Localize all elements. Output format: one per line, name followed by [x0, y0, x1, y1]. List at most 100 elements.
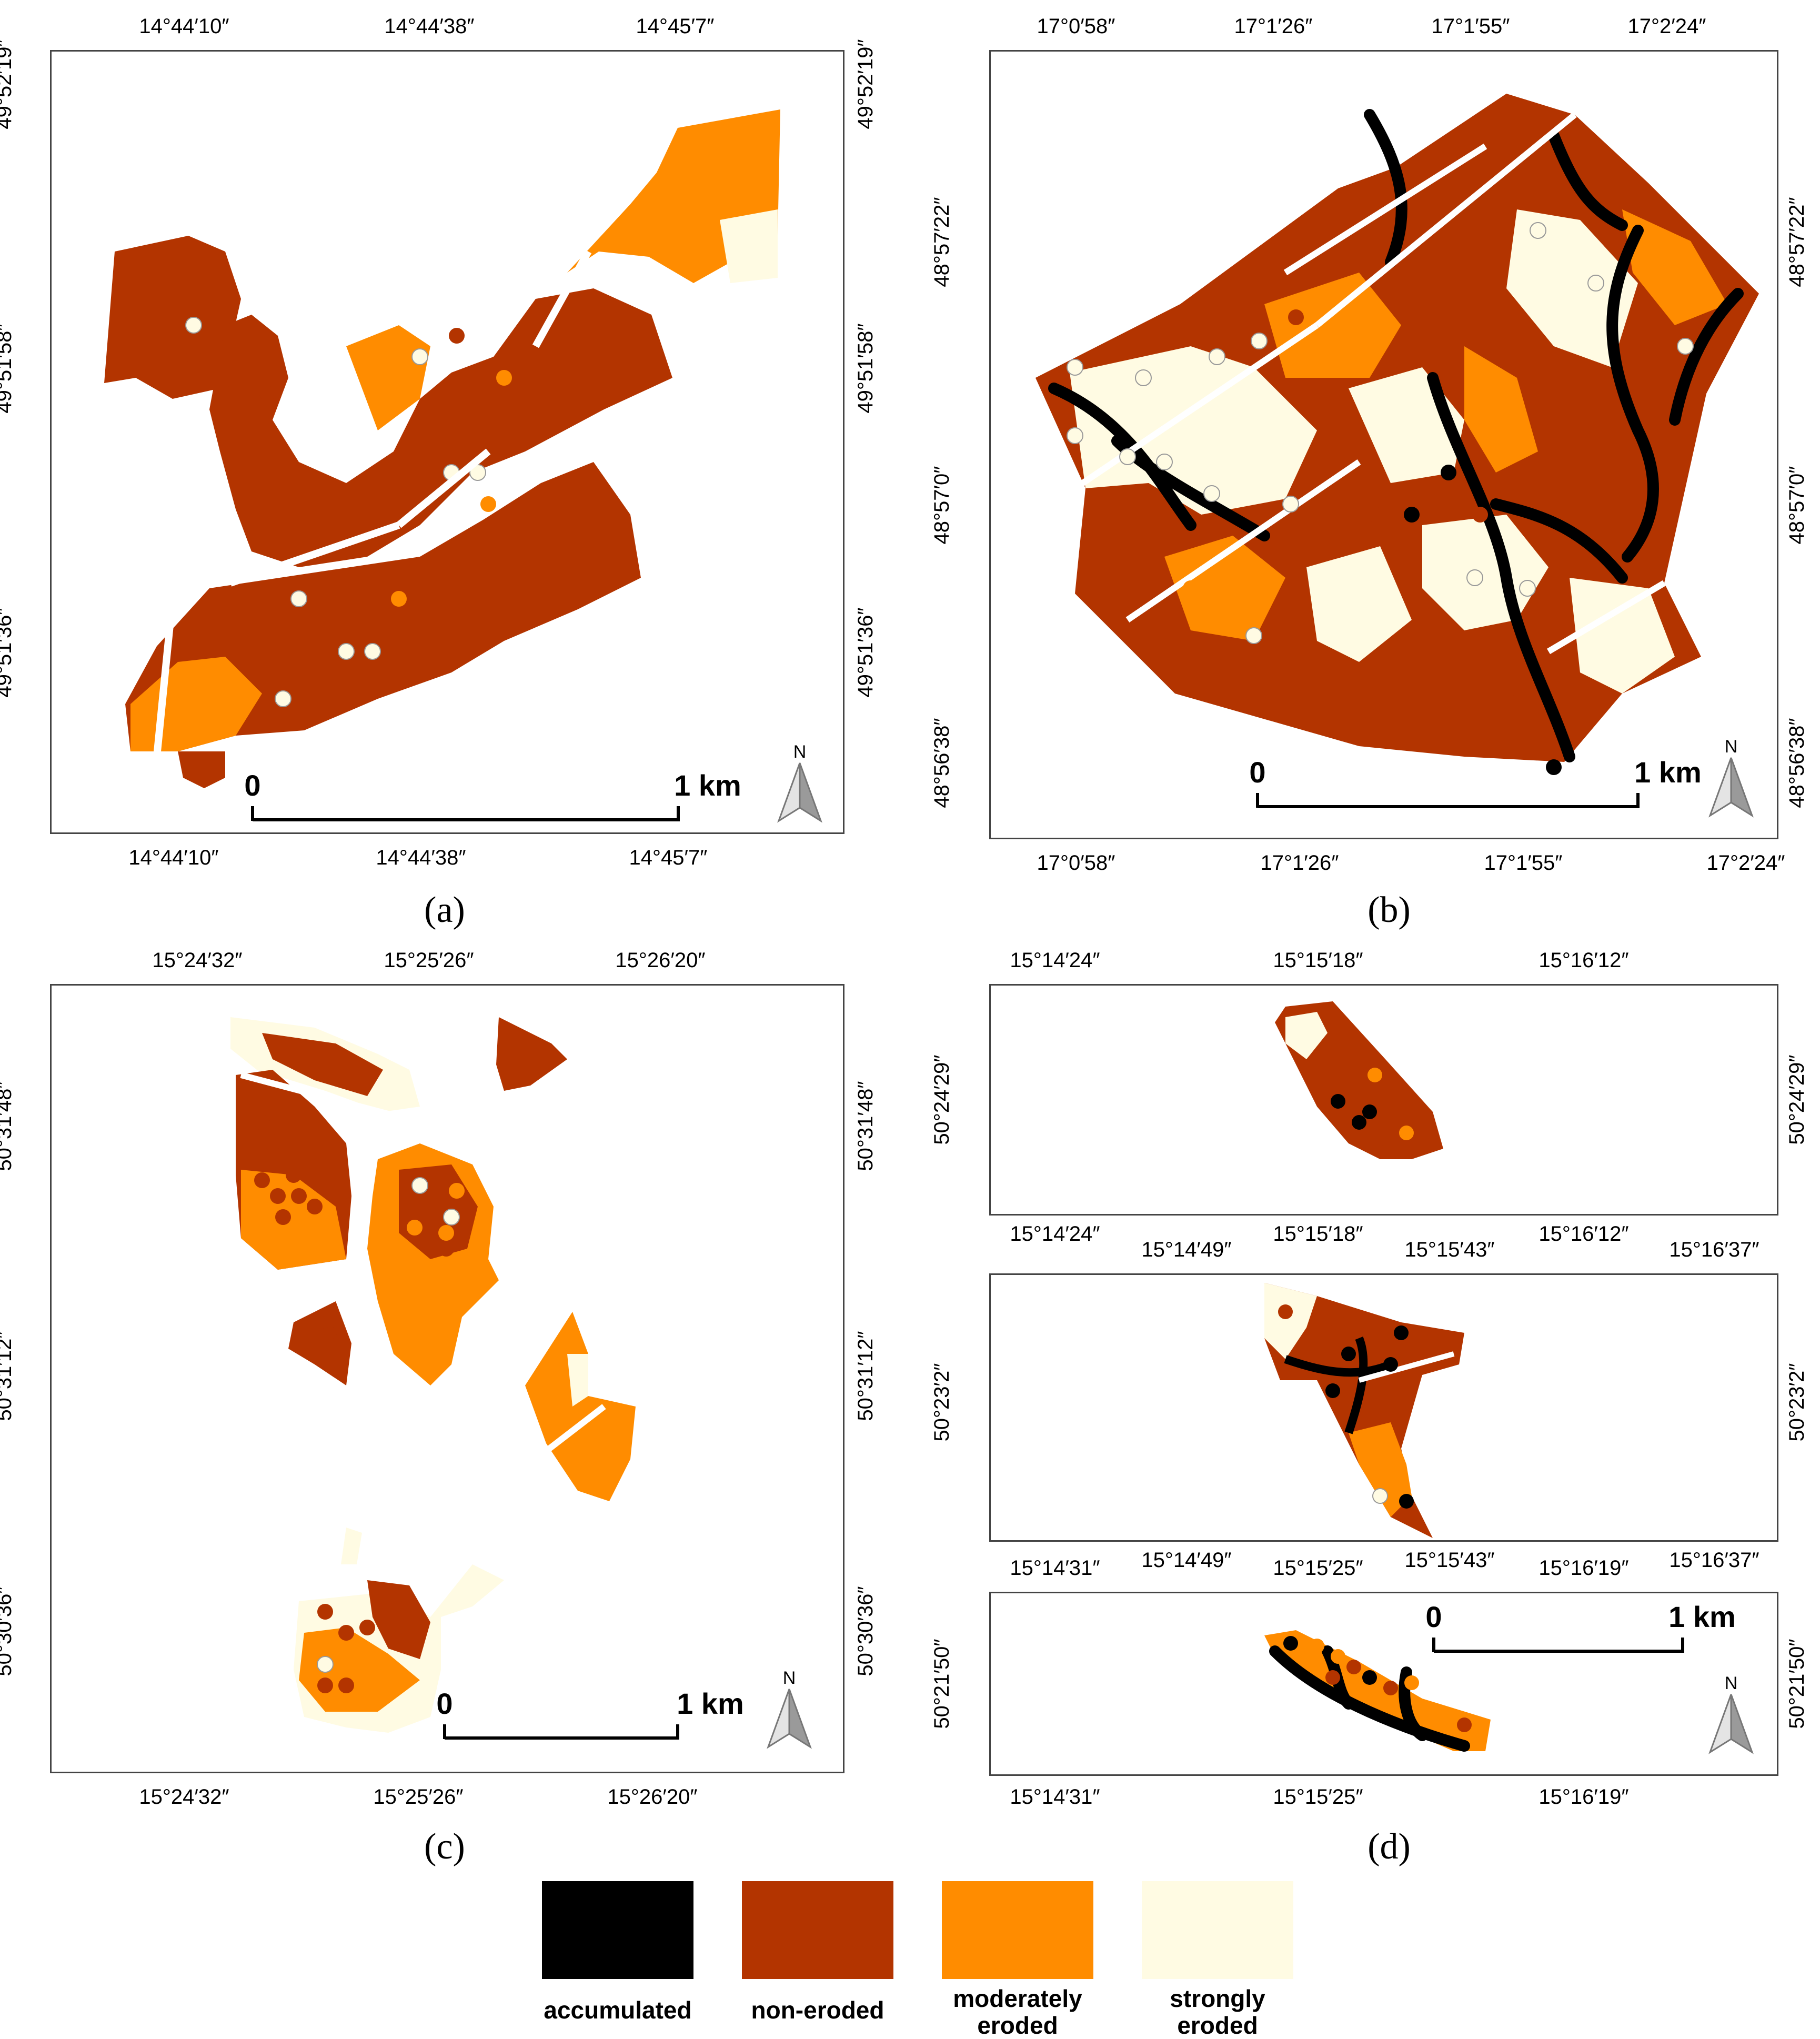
field-c-west-orange	[241, 1170, 346, 1270]
legend-swatch-accumulated	[542, 1881, 693, 1979]
scale-c-end: 1 km	[677, 1687, 744, 1720]
tick-a-top-2: 14°44′38″	[384, 15, 475, 38]
field-c-north-dark	[262, 1033, 383, 1096]
sample-points-d1	[1331, 1047, 1414, 1146]
map-frame-b	[989, 50, 1778, 839]
field-a-south	[125, 462, 641, 751]
panel-label-b: (b)	[1367, 890, 1411, 930]
map-d3-canvas	[1264, 1630, 1491, 1752]
tick-a-bottom-2: 14°44′38″	[376, 846, 466, 869]
panel-label-d: (d)	[1367, 1826, 1411, 1867]
tick-b-bottom-1: 17°0′58″	[1037, 851, 1115, 875]
tick-c-right-3: 50°30′36″	[854, 1586, 877, 1676]
field-c-south-tip	[341, 1528, 362, 1564]
tick-d1-bottom-3: 15°16′12″	[1539, 1222, 1629, 1246]
legend-label-strongly-eroded: strongly eroded	[1170, 1985, 1265, 2039]
tick-d1-left-1: 50°24′29″	[930, 1054, 953, 1145]
tick-b-top-2: 17°1′26″	[1234, 15, 1313, 38]
tick-d1-bottom-2: 15°15′18″	[1273, 1222, 1363, 1246]
field-polygons-a	[104, 109, 780, 788]
tick-d3-top-1: 15°14′31″	[1010, 1556, 1100, 1580]
tick-b-left-3: 48°56′38″	[930, 718, 953, 808]
tick-a-left-2: 49°51′58″	[0, 323, 16, 414]
tick-a-bottom-3: 14°45′7″	[629, 846, 708, 869]
map-c-canvas	[230, 1017, 636, 1733]
scale-d-end: 1 km	[1668, 1600, 1736, 1633]
tick-d3-right-1: 50°21′50″	[1785, 1639, 1808, 1729]
tick-d3-top-2: 15°15′25″	[1273, 1556, 1363, 1580]
tick-d2-top-3: 15°16′37″	[1669, 1238, 1759, 1261]
scale-d-zero: 0	[1425, 1600, 1442, 1633]
map-b-canvas	[1035, 94, 1759, 775]
field-b-light-5	[1570, 578, 1675, 694]
legend-label-accumulated: accumulated	[544, 1996, 692, 2024]
field-b-light-1	[1070, 346, 1317, 515]
scale-b-end: 1 km	[1634, 756, 1702, 789]
north-arrow-a: N	[773, 742, 826, 831]
tick-c-bottom-2: 15°25′26″	[373, 1785, 464, 1809]
tick-a-right-1: 49°52′19″	[854, 39, 877, 129]
field-a-southwest	[178, 751, 225, 788]
scale-c-zero: 0	[436, 1687, 453, 1720]
field-c-east	[525, 1312, 636, 1501]
legend-label-non-eroded: non-eroded	[751, 1996, 884, 2024]
sample-points-c	[238, 1104, 465, 1693]
tick-b-right-3: 48°56′38″	[1785, 718, 1808, 808]
legend-swatch-non-eroded	[742, 1881, 893, 1979]
tick-d3-top-3: 15°16′19″	[1539, 1556, 1629, 1580]
field-roads-b	[1073, 112, 1666, 655]
map-frame-d3	[989, 1592, 1778, 1776]
tick-b-right-1: 48°57′22″	[1785, 197, 1808, 287]
field-polygons-c	[230, 1017, 636, 1733]
field-a-northwest	[104, 236, 241, 399]
tick-a-right-3: 49°51′36″	[854, 607, 877, 698]
field-b-light-6	[1306, 546, 1412, 662]
tick-c-left-2: 50°31′12″	[0, 1331, 16, 1421]
map-d2-canvas	[1264, 1283, 1464, 1538]
tick-a-left-3: 49°51′36″	[0, 607, 16, 698]
field-a-center-orange	[346, 325, 430, 430]
legend-swatch-moderately-eroded	[942, 1881, 1093, 1979]
tick-c-top-2: 15°25′26″	[384, 949, 474, 972]
field-c-east-light	[567, 1354, 588, 1407]
sample-points-d3	[1283, 1636, 1472, 1732]
tick-b-bottom-3: 17°1′55″	[1484, 851, 1563, 875]
tick-c-right-1: 50°31′48″	[854, 1081, 877, 1171]
field-c-south-dark	[367, 1580, 430, 1659]
tick-b-top-4: 17°2′24″	[1627, 15, 1706, 38]
field-b-orange-4	[1464, 346, 1538, 473]
map-frame-d2	[989, 1273, 1778, 1542]
map-a-canvas	[104, 109, 780, 788]
tick-d2-bottom-1: 15°14′49″	[1141, 1549, 1232, 1572]
tick-d2-bottom-3: 15°16′37″	[1669, 1549, 1759, 1572]
field-roads-d2	[1358, 1351, 1455, 1383]
tick-d3-bottom-3: 15°16′19″	[1539, 1785, 1629, 1809]
field-a-center	[209, 288, 672, 567]
legend-swatch-strongly-eroded	[1142, 1881, 1293, 1979]
scale-a-zero: 0	[244, 769, 261, 802]
tick-d2-right-1: 50°23′2″	[1785, 1363, 1808, 1442]
field-b-orange-3	[1164, 536, 1285, 641]
tick-d1-bottom-1: 15°14′24″	[1010, 1222, 1100, 1246]
field-a-north-light	[720, 209, 778, 283]
tick-b-top-3: 17°1′55″	[1431, 15, 1510, 38]
tick-d1-top-3: 15°16′12″	[1539, 949, 1629, 972]
tick-c-bottom-3: 15°26′20″	[607, 1785, 698, 1809]
tick-a-right-2: 49°51′58″	[854, 323, 877, 414]
sample-points-b	[1067, 222, 1694, 775]
map-d1-canvas	[1275, 1001, 1443, 1159]
tick-c-left-1: 50°31′48″	[0, 1081, 16, 1171]
field-roads-a	[153, 249, 592, 757]
tick-c-left-3: 50°30′36″	[0, 1586, 16, 1676]
map-frame-d1	[989, 984, 1778, 1216]
tick-b-bottom-4: 17°2′24″	[1706, 851, 1785, 875]
map-frame-a	[50, 50, 844, 834]
legend-label-moderately-eroded: moderately eroded	[953, 1985, 1082, 2039]
field-d2	[1264, 1283, 1464, 1538]
field-d2-light	[1264, 1283, 1317, 1359]
tick-d2-left-1: 50°23′2″	[930, 1363, 953, 1442]
north-arrow-d: N	[1705, 1673, 1757, 1763]
tick-b-left-2: 48°57′0″	[930, 466, 953, 545]
tick-d1-right-1: 50°24′29″	[1785, 1054, 1808, 1145]
field-c-isolated	[496, 1017, 567, 1091]
